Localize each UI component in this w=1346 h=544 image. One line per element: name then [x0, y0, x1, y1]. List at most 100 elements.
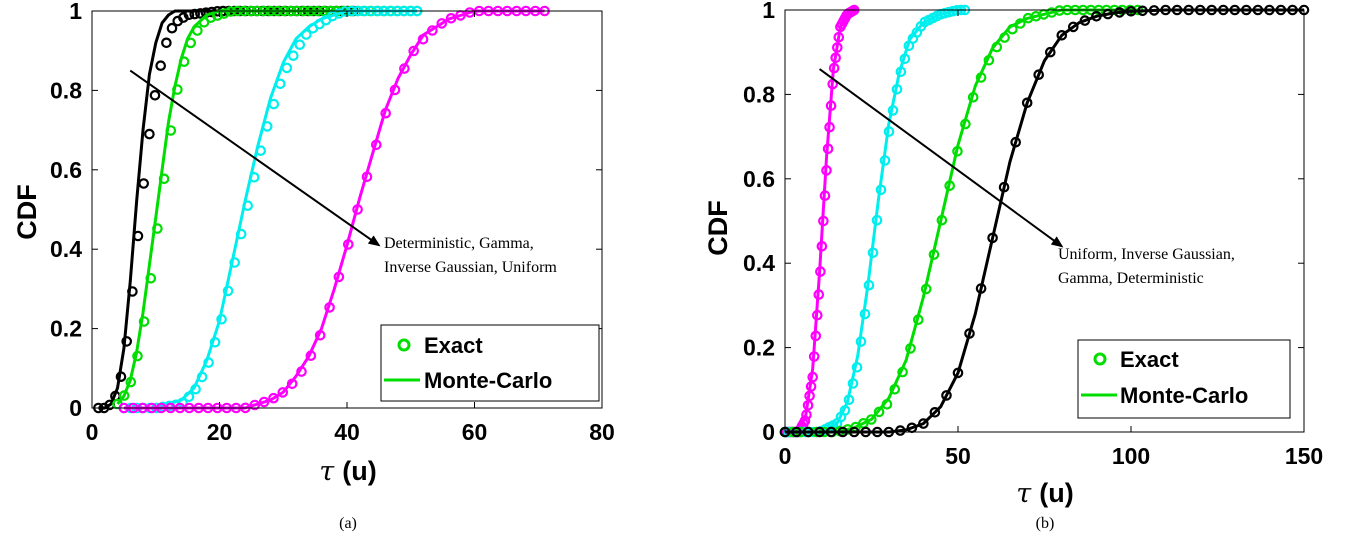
panel-b-series-1-exact-point [859, 308, 871, 320]
panel-a-series-3-exact-point [268, 392, 279, 404]
panel-b-xlabel: τ (u) [1016, 478, 1073, 509]
panel-b-series-0-exact-point [831, 42, 843, 53]
panel-a-xtick-label: 0 [86, 419, 99, 445]
panel-b-series-1-exact-point [875, 184, 887, 196]
panel-b-series-2-exact-point [975, 72, 987, 83]
panel-b-ytick-label: 0 [762, 419, 775, 445]
panel-b-series-3-exact-point [987, 232, 998, 244]
panel-b-series-0-exact-point [822, 143, 834, 155]
panel-a-xtick-label: 80 [589, 419, 615, 445]
panel-a-series-1-exact-point [165, 125, 177, 136]
panel-a-series-3-exact-point [333, 271, 345, 283]
panel-b-series-1-exact-point [863, 279, 875, 291]
panel-b-series-1-exact-point [899, 53, 911, 65]
panel-a-series-2-exact-point [235, 228, 247, 240]
panel-a-ytick-label: 0.2 [50, 316, 82, 342]
panel-b-series-2-exact-point [952, 146, 963, 157]
panel-b-series-0-exact-point [807, 371, 818, 383]
panel-b-series-1-exact-point [847, 378, 859, 389]
panel-a-xlabel-symbol: τ [319, 456, 335, 487]
panel-b-series-3-exact-point [975, 283, 987, 294]
panel-b-ytick-label: 0.8 [743, 81, 775, 107]
panel-b-legend-box [1077, 339, 1291, 419]
panel-a-ylabel: CDF [12, 184, 42, 240]
panel-a-legend: Exact Monte-Carlo [380, 324, 600, 402]
panel-b-ytick-label: 0.4 [743, 250, 775, 276]
panel-b-series-2-exact-point [983, 54, 995, 66]
panel-b-series-0-exact-point [801, 409, 812, 420]
panel-b-series-3-exact-point [998, 181, 1010, 193]
panel-b-legend-exact-label: Exact [1120, 347, 1179, 372]
panel-a-series-0-exact-point [132, 230, 144, 242]
panel-b-series-3-exact-point [1021, 97, 1033, 109]
panel-a-series-3-exact-point [361, 171, 373, 183]
panel-a-xtick-label: 60 [462, 419, 488, 445]
panel-b-series-1-exact-point [887, 105, 899, 116]
panel-b-annotation-line-2: Gamma, Deterministic [1058, 270, 1204, 287]
panel-a-series-2-exact-point [216, 313, 227, 325]
panel-a-series-3-exact-point [380, 107, 391, 119]
panel-b-series-0-exact-point [830, 52, 841, 64]
panel-a-series-2-exact-point [287, 50, 299, 61]
panel-a-legend-exact-label: Exact [424, 333, 483, 358]
panel-a-series-0-exact-point [149, 90, 161, 101]
panel-b-series-2-exact-point [905, 343, 916, 354]
panel-a-series-1-exact-point [185, 37, 196, 49]
panel-b-series-1-exact-point [883, 126, 895, 137]
panel-a-series-3-exact-point [258, 396, 270, 408]
panel-b-series-2-exact-point [936, 214, 948, 226]
panel-a-series-3-exact-point [324, 302, 335, 313]
panel-b-series-1-exact-point [843, 394, 855, 406]
panel-b-series-3-exact-point [918, 418, 929, 429]
panel-a-annotation-line-1: Deterministic, Gamma, [384, 235, 534, 252]
panel-a-series-3-exact-point [305, 350, 317, 361]
panel-b-xtick-label: 50 [945, 443, 971, 469]
panel-b-xlabel-symbol: τ [1016, 478, 1032, 509]
panel-b-series-0-exact-point [815, 266, 826, 277]
panel-b-series-0-exact-point [802, 399, 814, 411]
panel-b-series-2-exact-point [1007, 23, 1018, 35]
panel-b-series-2-exact-point [991, 41, 1003, 53]
panel-a-series-0-exact-point [127, 286, 138, 297]
panel-a-series-3-exact-point [286, 378, 298, 390]
panel-b-series-2-exact-point [1014, 18, 1026, 29]
panel-a-series-2-monte-carlo-line [123, 9, 418, 410]
panel-b-xlabel-unit: (u) [1039, 478, 1073, 508]
panel-a-series-0-exact-point [178, 12, 189, 23]
panel-b-series-1-exact-point [871, 214, 883, 226]
panel-a-series-3-exact-point [249, 399, 261, 411]
panel-b-series-0-exact-point [824, 121, 835, 133]
panel-b-series-1-exact-point [895, 66, 907, 78]
panel-b-series-0-exact-point [808, 351, 820, 362]
panel-a-xlabel: τ (u) [319, 456, 376, 487]
panel-a-series-2-exact-point [300, 29, 312, 40]
panel-b-series-3-exact-point [1091, 10, 1102, 22]
panel-b-series-3-exact-point [941, 390, 952, 401]
panel-a-ytick-label: 0.8 [50, 77, 82, 103]
panel-a-ytick-label: 0.6 [50, 157, 82, 183]
panel-b-series-3-exact-point [1114, 7, 1125, 18]
panel-b-series-0-exact-point [810, 330, 822, 342]
panel-b-xtick-label: 0 [779, 443, 792, 469]
panel-a-series-0-exact-point [189, 8, 200, 20]
panel-b-series-1-exact-point [867, 247, 879, 258]
panel-b-series-3-exact-point [1045, 46, 1056, 58]
panel-a-xtick-label: 40 [334, 419, 360, 445]
panel-b-ytick-label: 0.6 [743, 166, 775, 192]
panel-b-series-3-exact-point [929, 406, 941, 418]
panel-b-series-2-exact-point [873, 406, 885, 418]
panel-b-series-2-exact-point [897, 366, 908, 378]
panel-a-annotation-arrow [129, 69, 381, 247]
panel-b-series-2-exact-point [889, 383, 901, 395]
panel-a-series-3-exact-point [436, 18, 448, 29]
panel-b-series-0-exact-point [828, 62, 840, 74]
panel-a-series-3-exact-point [464, 7, 476, 18]
panel-b-legend-mc-label: Monte-Carlo [1120, 383, 1248, 408]
panel-b-ytick-label: 1 [762, 0, 775, 23]
panel-a-series-3-exact-point [389, 84, 401, 96]
panel-a-series-1-exact-point [152, 223, 163, 234]
panel-b-series-3-exact-point [1010, 136, 1021, 148]
panel-a-series-2-exact-point [261, 121, 273, 132]
panel-b-series-2-exact-point [928, 249, 940, 260]
panel-a-series-3-exact-point [277, 387, 289, 398]
